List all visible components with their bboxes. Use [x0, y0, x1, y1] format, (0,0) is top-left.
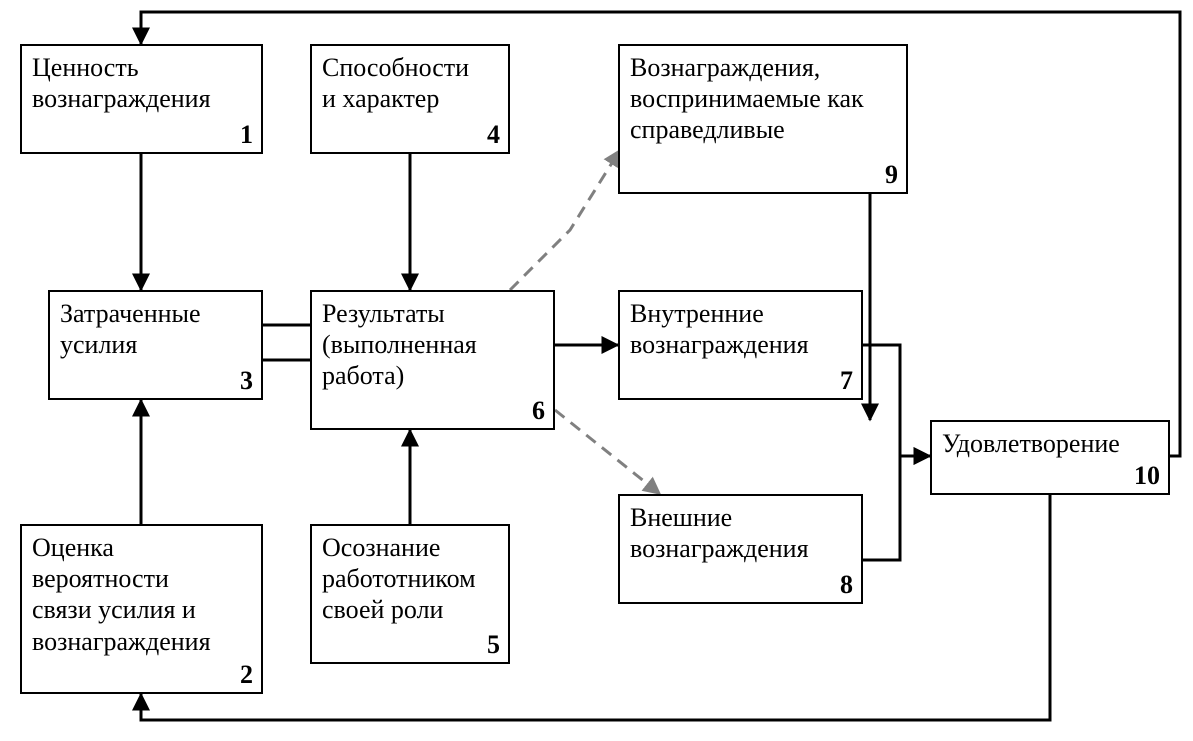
- edge: [863, 345, 930, 456]
- node-1: Ценность вознаграждения 1: [20, 44, 263, 154]
- node-number: 2: [240, 660, 253, 690]
- node-9: Вознаграждения, воспринимаемые как справ…: [618, 44, 908, 194]
- node-label: Затраченные усилия: [60, 298, 251, 360]
- node-label: Ценность вознаграждения: [32, 52, 251, 114]
- node-number: 9: [885, 160, 898, 190]
- node-label: Результаты (выполненная работа): [322, 298, 543, 392]
- node-number: 4: [487, 120, 500, 150]
- node-number: 1: [240, 120, 253, 150]
- node-label: Внешние вознаграждения: [630, 502, 851, 564]
- node-label: Способности и характер: [322, 52, 498, 114]
- node-number: 7: [840, 366, 853, 396]
- edge: [863, 456, 930, 560]
- node-label: Осознание работотником своей роли: [322, 532, 498, 626]
- node-4: Способности и характер 4: [310, 44, 510, 154]
- node-number: 10: [1134, 461, 1160, 491]
- node-label: Внутренние вознаграждения: [630, 298, 851, 360]
- node-6: Результаты (выполненная работа) 6: [310, 290, 555, 430]
- node-label: Удовлетворение: [942, 428, 1158, 459]
- edge: [141, 495, 1050, 720]
- node-number: 3: [240, 366, 253, 396]
- edge: [510, 150, 620, 290]
- node-10: Удовлетворение 10: [930, 420, 1170, 495]
- node-7: Внутренние вознаграждения 7: [618, 290, 863, 400]
- node-3: Затраченные усилия 3: [48, 290, 263, 400]
- node-8: Внешние вознаграждения 8: [618, 494, 863, 604]
- node-label: Оценка вероятности связи усилия и вознаг…: [32, 532, 251, 657]
- node-number: 5: [487, 630, 500, 660]
- diagram-canvas: Ценность вознаграждения 1 Оценка вероятн…: [0, 0, 1193, 741]
- node-number: 6: [532, 396, 545, 426]
- node-5: Осознание работотником своей роли 5: [310, 524, 510, 664]
- node-label: Вознаграждения, воспринимаемые как справ…: [630, 52, 896, 146]
- node-number: 8: [840, 570, 853, 600]
- edge: [555, 410, 660, 494]
- node-2: Оценка вероятности связи усилия и вознаг…: [20, 524, 263, 694]
